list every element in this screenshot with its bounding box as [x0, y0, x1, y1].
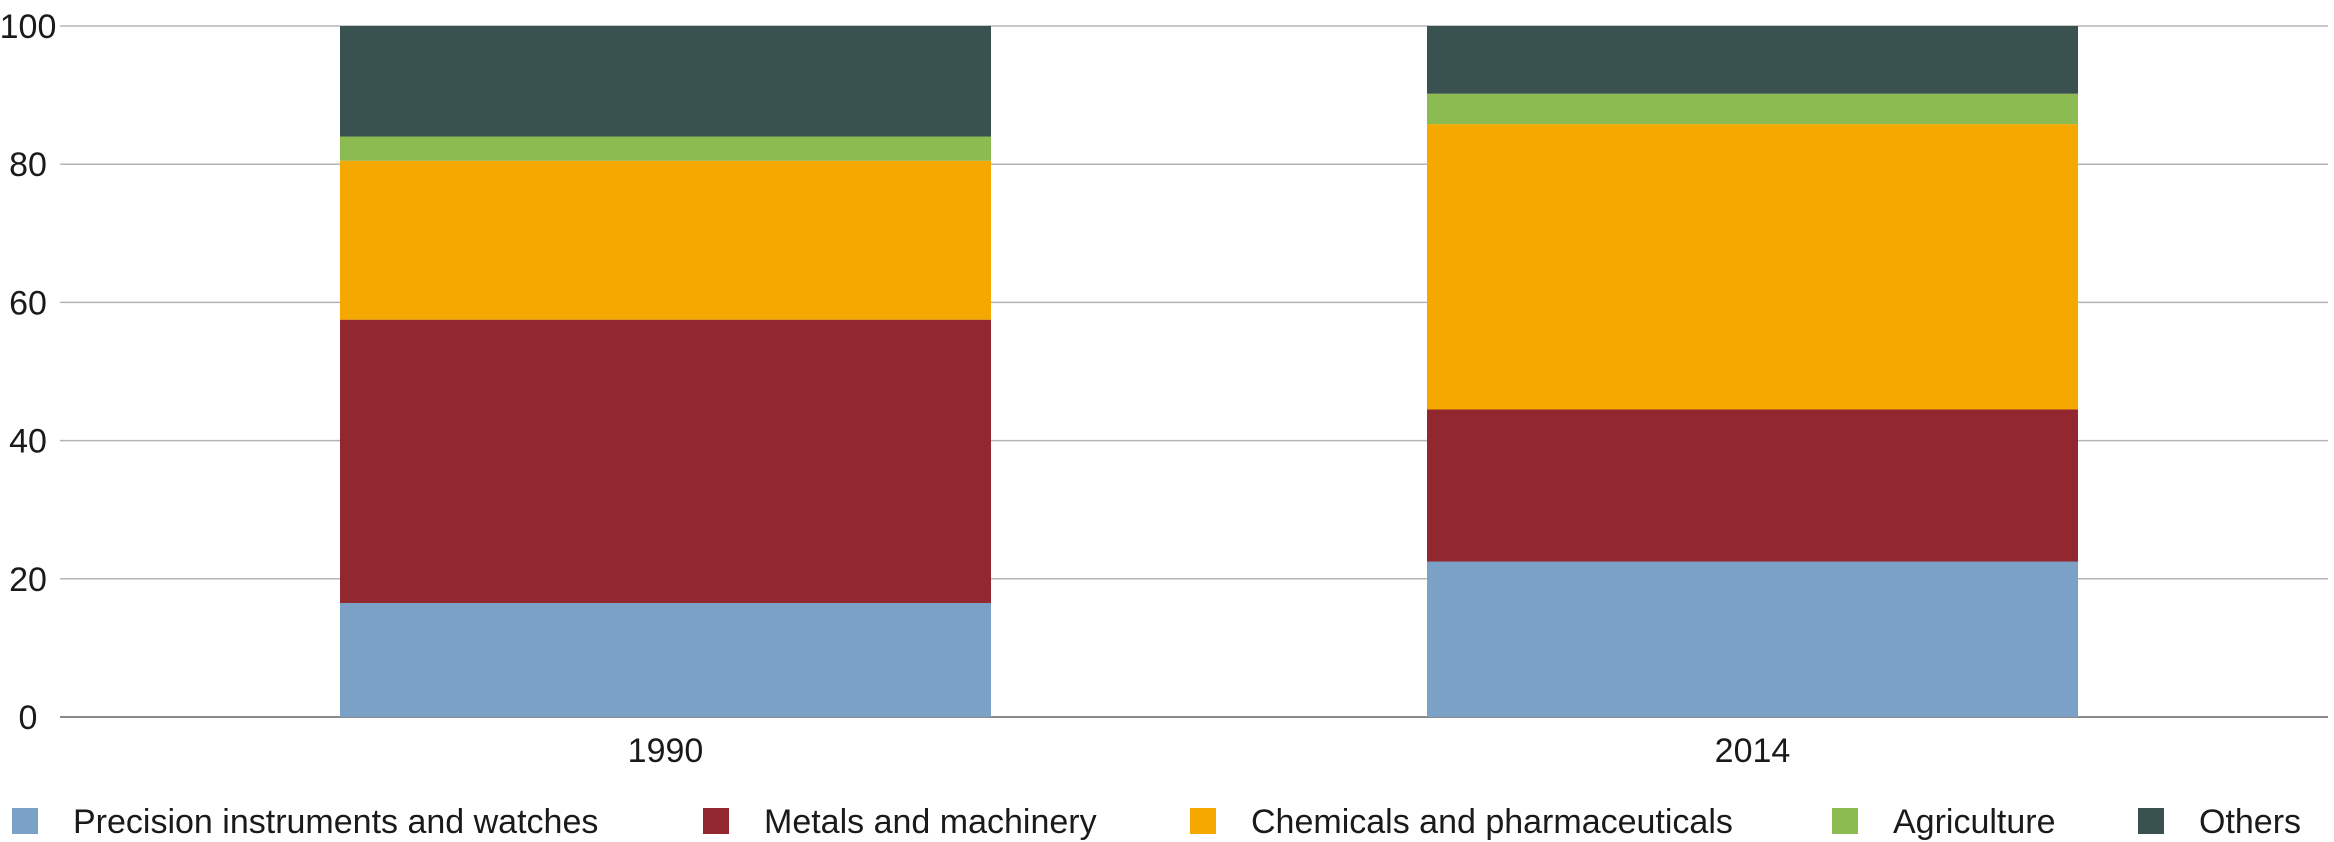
- legend-label: Others: [2199, 803, 2301, 841]
- y-tick-label: 40: [9, 423, 47, 461]
- legend-label: Agriculture: [1893, 803, 2056, 841]
- x-tick-label: 1990: [628, 732, 704, 770]
- y-tick-label: 60: [9, 284, 47, 322]
- legend-item: Agriculture: [1832, 803, 2056, 841]
- legend-label: Chemicals and pharmaceuticals: [1251, 803, 1733, 841]
- bar-stack-2014: [1427, 26, 2078, 717]
- x-axis-tick-labels: 1990 2014: [628, 732, 1791, 770]
- bar-segment-others-1990: [340, 26, 991, 137]
- y-axis-tick-labels: 0 20 40 60 80 100: [0, 8, 56, 737]
- legend-label: Metals and machinery: [764, 803, 1097, 841]
- x-tick-label: 2014: [1715, 732, 1791, 770]
- bar-stack-1990: [340, 26, 991, 717]
- legend-swatch: [12, 808, 38, 834]
- bar-segment-metals-and-machinery-2014: [1427, 409, 2078, 562]
- y-tick-label: 80: [9, 146, 47, 184]
- legend-item: Precision instruments and watches: [12, 803, 598, 841]
- y-tick-label: 0: [19, 699, 38, 737]
- bar-stacks: [340, 26, 2078, 717]
- legend-swatch: [2138, 808, 2164, 834]
- legend-swatch: [1190, 808, 1216, 834]
- bar-segment-metals-and-machinery-1990: [340, 319, 991, 603]
- legend-label: Precision instruments and watches: [73, 803, 598, 841]
- y-tick-label: 100: [0, 8, 56, 46]
- legend-swatch: [1832, 808, 1858, 834]
- legend-item: Others: [2138, 803, 2301, 841]
- legend-item: Metals and machinery: [703, 803, 1097, 841]
- legend-item: Chemicals and pharmaceuticals: [1190, 803, 1733, 841]
- bar-segment-others-2014: [1427, 26, 2078, 94]
- bar-segment-agriculture-2014: [1427, 93, 2078, 125]
- legend: Precision instruments and watches Metals …: [12, 803, 2301, 841]
- bar-segment-precision-instruments-and-watches-1990: [340, 602, 991, 717]
- bar-segment-chemicals-and-pharmaceuticals-2014: [1427, 124, 2078, 410]
- bar-segment-chemicals-and-pharmaceuticals-1990: [340, 160, 991, 320]
- bar-segment-agriculture-1990: [340, 136, 991, 161]
- y-tick-label: 20: [9, 561, 47, 599]
- bar-segment-precision-instruments-and-watches-2014: [1427, 561, 2078, 717]
- legend-swatch: [703, 808, 729, 834]
